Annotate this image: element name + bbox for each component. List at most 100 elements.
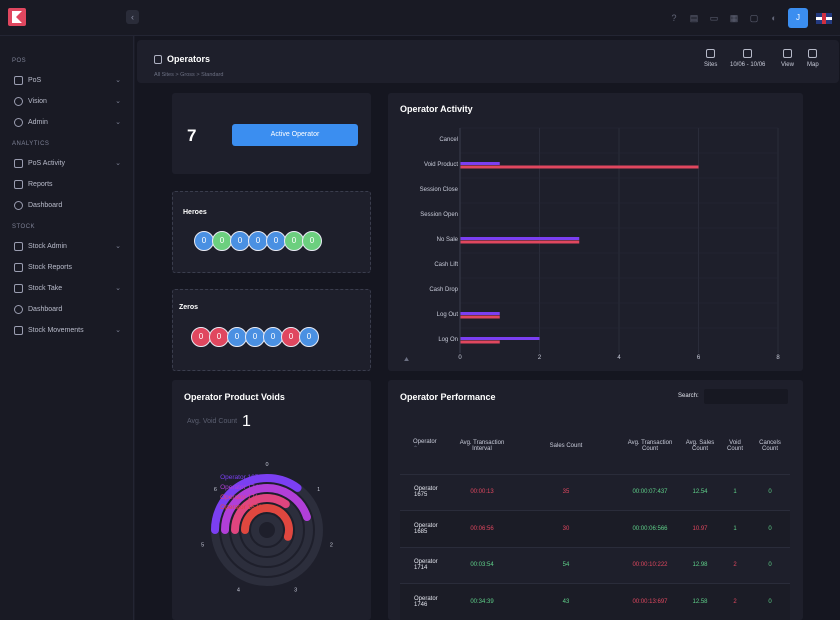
activity-bar[interactable] [460,237,580,240]
sidebar-item-admin[interactable]: Admin ⌄ [0,112,133,133]
zeros-circle[interactable]: 0 [191,327,211,347]
table-cell: 00:03:54 [452,546,512,584]
table-cell: 10.97 [680,510,720,547]
theme-moon-icon[interactable]: ◐ [771,13,777,23]
table-cell: 1 [720,510,750,547]
heroes-title: Heroes [183,209,207,216]
performance-body: Operator 1675 00:00:13 35 00:00:07:437 12.54… [400,473,790,620]
zeros-circle[interactable]: 0 [245,327,265,347]
radial-bar[interactable] [231,494,290,534]
sidebar-item-label: Stock Admin [28,243,67,250]
col-sales[interactable]: Sales Count [549,442,583,449]
sidebar-item-stock-admin[interactable]: Stock Admin ⌄ [0,236,133,257]
view-button[interactable]: View [781,49,794,68]
box-icon [14,242,23,251]
sidebar-item-stock-movements[interactable]: Stock Movements ⌄ [0,320,133,341]
zeros-circle[interactable]: 0 [299,327,319,347]
zeros-title: Zeros [179,304,199,311]
sidebar-item-label: Stock Take [28,285,63,292]
sidebar-collapse-button[interactable]: ‹ [126,10,139,24]
search-input[interactable] [704,389,788,404]
chat-icon[interactable]: ▢ [749,13,759,23]
active-count: 7 [187,126,197,145]
help-icon[interactable]: ? [671,13,677,23]
uk-flag-icon[interactable] [816,12,832,24]
map-icon [808,49,818,58]
heroes-circle[interactable]: 0 [230,231,250,251]
sidebar-item-label: PoS [28,77,42,84]
sidebar-item-stock-dashboard[interactable]: Dashboard [0,299,133,320]
sidebar-item-label: Admin [28,119,48,126]
date-range-button[interactable]: 10/06 - 10/06 [730,49,765,68]
activity-bar[interactable] [460,162,500,165]
sidebar-item-pos[interactable]: PoS ⌄ [0,70,133,91]
brand-logo[interactable] [8,8,26,26]
table-cell: 12.98 [680,546,720,584]
sidebar-item-stock-reports[interactable]: Stock Reports [0,257,133,278]
col-operator[interactable]: Operator ⌃ [400,418,452,474]
cell-operator: Operator 1675 [400,473,452,511]
activity-bar[interactable] [460,165,699,169]
chevron-down-icon: ⌄ [115,327,121,334]
activity-bar[interactable] [460,312,500,315]
category-label: Session Open [420,212,458,218]
table-row[interactable]: Operator 1675 00:00:13 35 00:00:07:437 12.54… [400,473,790,511]
table-cell: 00:00:07:437 [620,473,680,511]
zeros-circle[interactable]: 0 [209,327,229,347]
activity-bar[interactable] [460,340,500,344]
heroes-circle[interactable]: 0 [248,231,268,251]
chevron-down-icon: ⌄ [115,119,121,126]
sort-icon: ⌃ [413,446,419,453]
heroes-circle[interactable]: 0 [266,231,286,251]
heroes-circle[interactable]: 0 [302,231,322,251]
activity-title: Operator Activity [400,104,473,114]
activity-icon [14,159,23,168]
x-tick-label: 6 [696,355,701,361]
view-icon [782,49,792,58]
sidebar-item-reports[interactable]: Reports [0,174,133,195]
heroes-circle[interactable]: 0 [194,231,214,251]
col-cancels[interactable]: Cancels Count [759,439,781,452]
sidebar-item-vision[interactable]: Vision ⌄ [0,91,133,112]
table-row[interactable]: Operator 1746 00:34:39 43 00:00:13:697 12.58… [400,583,790,620]
category-label: Void Product [423,162,458,168]
page-title: Operators [167,54,211,64]
layout-icon[interactable]: ▦ [729,13,739,23]
table-cell: 00:00:06:566 [620,510,680,547]
radial-bar[interactable] [241,504,293,541]
zeros-circle[interactable]: 0 [227,327,247,347]
col-void[interactable]: Void Count [726,439,743,452]
table-row[interactable]: Operator 1685 00:06:56 30 00:00:06:566 10.97… [400,510,790,547]
activity-bar[interactable] [460,240,580,244]
series-label: Operator 1714 [220,494,262,501]
zeros-circle[interactable]: 0 [281,327,301,347]
col-avgsales[interactable]: Avg. Sales Count [685,439,715,452]
sites-button[interactable]: Sites [704,49,717,68]
sidebar-item-pos-activity[interactable]: PoS Activity ⌄ [0,153,133,174]
report-icon [14,263,23,272]
printer-icon[interactable]: ▭ [709,13,719,23]
col-tcount[interactable]: Avg. Transaction Count [627,439,673,452]
category-label: No Sale [436,237,458,243]
page-header: Operators All Sites > Gross > Standard S… [137,40,839,83]
chevron-down-icon: ⌄ [115,160,121,167]
activity-bar[interactable] [460,337,540,340]
active-operator-button[interactable]: Active Operator [232,124,358,146]
user-avatar[interactable]: J [788,8,808,28]
radial-bar[interactable] [211,474,302,534]
activity-bar[interactable] [460,315,500,319]
heroes-circle[interactable]: 0 [212,231,232,251]
activity-chart [459,127,779,353]
col-interval[interactable]: Avg. Transaction Interval [459,439,505,452]
table-cell: 12.54 [680,473,720,511]
sidebar-item-stock-take[interactable]: Stock Take ⌄ [0,278,133,299]
map-button[interactable]: Map [807,49,819,68]
radial-bar[interactable] [221,484,311,534]
table-row[interactable]: Operator 1714 00:03:54 54 00:00:10:222 12.98… [400,546,790,584]
zeros-circle[interactable]: 0 [263,327,283,347]
document-icon[interactable]: ▤ [689,13,699,23]
sidebar-item-dashboard[interactable]: Dashboard [0,195,133,216]
mountain-icon: ⛰ [404,357,410,363]
heroes-circle[interactable]: 0 [284,231,304,251]
